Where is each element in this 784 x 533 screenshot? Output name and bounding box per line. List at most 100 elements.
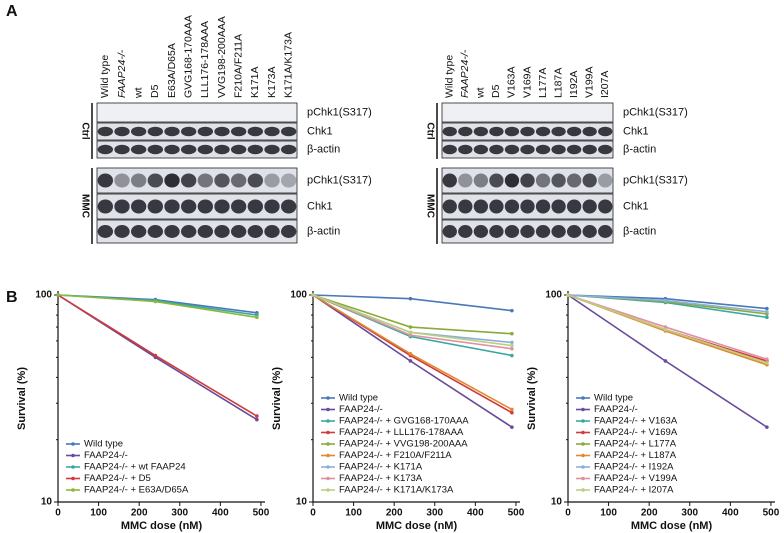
legend-marker	[581, 465, 585, 469]
blot-band	[264, 126, 280, 137]
blot-band	[520, 173, 535, 188]
blot-band	[264, 173, 280, 188]
x-tick-label: 500	[763, 508, 780, 519]
panel-label: B	[6, 289, 18, 306]
blot-band	[551, 144, 566, 155]
row-label: β-actin	[307, 225, 340, 237]
data-point	[255, 414, 259, 418]
blot-band	[197, 173, 213, 188]
blot-band	[504, 225, 520, 238]
blot-band	[598, 225, 613, 238]
lane-label: K171A	[249, 66, 261, 98]
data-point	[566, 293, 570, 297]
blot-band	[598, 199, 613, 214]
lane-label: VVG198-200AAA	[216, 16, 228, 98]
blot-band	[535, 225, 551, 238]
blot-band	[442, 173, 457, 188]
blot-band	[458, 173, 473, 188]
blot-band	[97, 173, 114, 188]
blot-band	[247, 173, 263, 188]
x-tick-label: 0	[310, 508, 316, 519]
survival-line	[312, 294, 512, 347]
data-point	[510, 353, 514, 358]
legend-marker	[581, 407, 585, 412]
blot-band	[458, 225, 473, 238]
data-point	[510, 331, 514, 336]
lane-label: L187A	[552, 68, 564, 98]
data-point	[663, 298, 668, 303]
data-point	[663, 359, 668, 363]
data-point	[408, 359, 413, 363]
legend-label: FAAP24-/- + LLL176-178AAA	[339, 427, 464, 438]
blot-band	[489, 173, 504, 188]
blot-band	[520, 144, 535, 155]
row-label: pChk1(S317)	[307, 174, 372, 186]
blot-band	[535, 126, 551, 137]
x-tick-label: 300	[171, 508, 188, 519]
blot-band	[181, 144, 197, 155]
blot-band	[504, 173, 520, 188]
blot-band	[473, 225, 489, 238]
legend-marker	[581, 419, 585, 423]
blot-band	[582, 225, 597, 238]
blot-band	[214, 199, 230, 214]
data-point	[510, 407, 514, 412]
row-label: Chk1	[307, 200, 333, 212]
data-point	[408, 330, 413, 335]
blot-band	[551, 225, 566, 238]
blot-band	[458, 199, 473, 214]
data-point	[311, 293, 315, 297]
legend-marker	[71, 488, 75, 492]
lane-label: FAAP24-/-	[116, 49, 128, 98]
blot-band	[114, 144, 130, 155]
data-point	[663, 325, 668, 329]
data-point	[765, 315, 769, 320]
blot-band	[197, 199, 213, 214]
legend-label: FAAP24-/- + V199A	[594, 473, 678, 484]
blot-band	[181, 126, 197, 137]
y-axis-title: Survival (%)	[271, 367, 283, 430]
blot-band	[442, 144, 457, 155]
data-point	[765, 306, 769, 311]
x-tick-label: 200	[641, 508, 658, 519]
legend-label: Wild type	[339, 393, 378, 404]
legend-label: FAAP24-/- + GVG168-170AAA	[339, 416, 469, 427]
blot-band	[164, 144, 180, 155]
blot-band	[197, 144, 213, 155]
legend-label: FAAP24-/-	[84, 450, 128, 461]
data-point	[153, 353, 158, 358]
blot-band	[114, 173, 130, 188]
blot-band	[131, 225, 147, 238]
lane-label: V199A	[583, 66, 595, 98]
blot-band	[551, 126, 566, 137]
blot-band	[582, 173, 597, 188]
legend-marker	[581, 442, 585, 446]
x-axis-title: MMC dose (nM)	[631, 520, 713, 532]
x-tick-label: 200	[386, 508, 403, 519]
legend-marker	[326, 396, 330, 400]
x-tick-label: 400	[722, 508, 739, 519]
x-tick-label: 500	[508, 508, 525, 519]
blot-band	[247, 225, 263, 238]
blot-band	[231, 225, 247, 238]
legend-marker	[326, 419, 330, 423]
group-label: Ctrl	[79, 122, 90, 139]
blot-band	[97, 144, 114, 155]
blot-strip	[96, 219, 298, 244]
blot-band	[598, 144, 613, 155]
x-tick-label: 300	[681, 508, 698, 519]
lane-label: V163A	[506, 66, 518, 98]
blot-band	[97, 126, 114, 137]
legend-label: FAAP24-/- + V163A	[594, 416, 678, 427]
lane-label: K171A/K173A	[282, 32, 294, 98]
blot-band	[181, 199, 197, 214]
blot-band	[264, 144, 280, 155]
legend-label: FAAP24-/- + K171A/K173A	[339, 485, 454, 496]
blot-band	[582, 126, 597, 137]
legend-marker	[71, 476, 75, 481]
blot-band	[535, 199, 551, 214]
x-tick-label: 100	[345, 508, 362, 519]
data-point	[663, 327, 668, 332]
x-tick-label: 300	[426, 508, 443, 519]
panel-label: A	[6, 3, 18, 20]
